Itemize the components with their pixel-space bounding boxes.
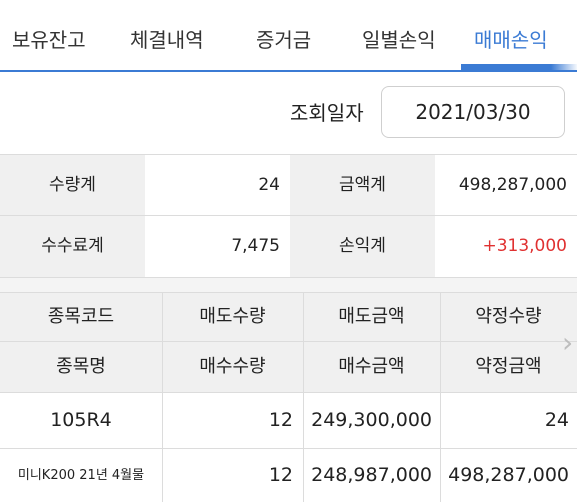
- qty-total-value: 24: [145, 155, 290, 215]
- tab-executions[interactable]: 체결내역: [130, 28, 204, 52]
- row-buy-qty: 12: [162, 449, 303, 502]
- col-header-name: 종목명: [0, 342, 162, 392]
- col-header-buy-amount: 매수금액: [303, 342, 440, 392]
- trade-pnl-table: 종목코드 매도수량 매도금액 약정수량 종목명 매수수량 매수금액 약정금액 1…: [0, 292, 577, 502]
- pnl-total-label: 손익계: [290, 216, 435, 277]
- fee-total-label: 수수료계: [0, 216, 145, 277]
- query-date-label: 조회일자: [290, 101, 364, 125]
- amount-total-value: 498,287,000: [435, 155, 577, 215]
- fee-total-value: 7,475: [145, 216, 290, 277]
- divider: [0, 154, 577, 155]
- row-code[interactable]: 105R4: [0, 393, 162, 448]
- col-separator: [440, 293, 441, 502]
- tab-daily-pnl[interactable]: 일별손익: [362, 28, 436, 52]
- col-header-buy-qty: 매수수량: [162, 342, 303, 392]
- row-buy-amount: 248,987,000: [303, 449, 440, 502]
- summary-panel: 수량계 24 금액계 498,287,000 수수료계 7,475 손익계 +3…: [0, 154, 577, 278]
- row-contract-qty: 24: [440, 393, 577, 448]
- row-sell-amount: 249,300,000: [303, 393, 440, 448]
- col-separator: [303, 293, 304, 502]
- col-header-code: 종목코드: [0, 293, 162, 341]
- divider: [0, 341, 577, 342]
- row-name[interactable]: 미니K200 21년 4월물: [0, 449, 162, 502]
- tab-bar: 보유잔고 체결내역 증거금 일별손익 매매손익: [0, 0, 577, 72]
- row-sell-qty: 12: [162, 393, 303, 448]
- query-row: 조회일자 2021/03/30: [0, 72, 577, 154]
- qty-total-label: 수량계: [0, 155, 145, 215]
- col-header-sell-qty: 매도수량: [162, 293, 303, 341]
- tab-trade-pnl[interactable]: 매매손익: [474, 28, 548, 52]
- divider: [0, 292, 577, 293]
- divider: [0, 277, 577, 278]
- active-tab-indicator: [461, 64, 577, 70]
- chevron-right-icon[interactable]: ›: [562, 326, 574, 359]
- pnl-total-value: +313,000: [435, 216, 577, 277]
- query-date-field[interactable]: 2021/03/30: [381, 86, 565, 138]
- row-contract-amount: 498,287,000: [440, 449, 577, 502]
- section-gap: [0, 278, 577, 292]
- tab-holdings[interactable]: 보유잔고: [12, 28, 86, 52]
- col-header-contract-amount: 약정금액: [440, 342, 577, 392]
- col-header-sell-amount: 매도금액: [303, 293, 440, 341]
- divider: [0, 215, 577, 216]
- divider: [0, 392, 577, 393]
- col-separator: [162, 293, 163, 502]
- tab-overflow-fade: [551, 0, 577, 70]
- amount-total-label: 금액계: [290, 155, 435, 215]
- tab-margin[interactable]: 증거금: [256, 28, 312, 52]
- divider: [0, 448, 577, 449]
- col-header-contract-qty: 약정수량: [440, 293, 577, 341]
